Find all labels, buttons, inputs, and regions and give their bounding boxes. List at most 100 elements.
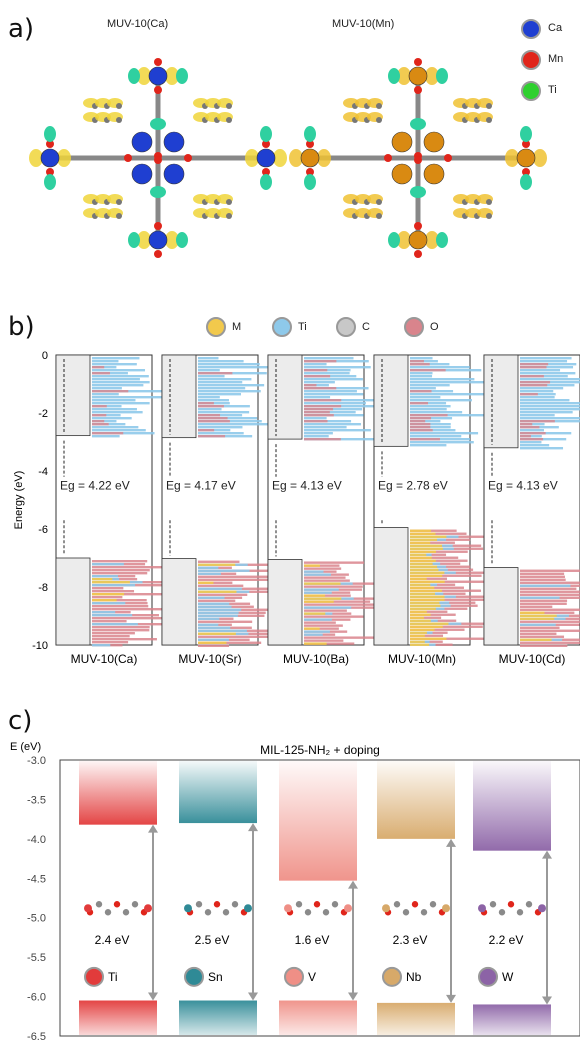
- dos-peak-o: [304, 594, 351, 597]
- oxygen-atom: [154, 58, 162, 66]
- dos-peak-o: [198, 420, 230, 423]
- molecule-atom: [393, 901, 401, 908]
- dos-peak-ti: [198, 363, 260, 366]
- isosurface-lobe: [57, 149, 71, 167]
- dos-peak-o: [304, 639, 344, 642]
- dos-peak-ti: [410, 444, 447, 447]
- dos-peak-o: [520, 363, 549, 366]
- titanium-atom: [520, 126, 532, 142]
- valence-block: [161, 558, 197, 646]
- arrow-head: [446, 994, 456, 1003]
- band-title: MIL-125-NH₂ + doping: [260, 743, 380, 757]
- dos-peak-o: [92, 372, 110, 375]
- dos-peak-ti: [410, 387, 436, 390]
- legend-c-label: C: [362, 321, 370, 333]
- dos-peak-ti: [92, 357, 140, 360]
- dos-peak-ti: [198, 596, 225, 599]
- dos-peak-ti: [304, 384, 329, 387]
- metal-atom: [423, 131, 445, 153]
- dos-peak-m: [410, 598, 445, 601]
- dos-peak-ti: [304, 630, 330, 633]
- dos-peak-m: [410, 556, 432, 559]
- dos-peak-m: [520, 638, 552, 641]
- dos-peak-ti: [92, 623, 138, 626]
- dos-peak-o: [198, 429, 215, 432]
- gap-value-label: 2.4 eV: [95, 933, 130, 947]
- structure-mn: [289, 58, 547, 258]
- dos-peak-o: [304, 576, 346, 579]
- molecule-atom: [507, 901, 515, 908]
- panel-a-label: a): [8, 14, 35, 44]
- dopant-atom: [478, 904, 486, 913]
- dos-peak-o: [92, 641, 129, 644]
- structure-title-mn: MUV-10(Mn): [332, 18, 395, 30]
- dos-peak-ti: [304, 378, 363, 381]
- molecule-atom: [489, 901, 497, 908]
- oxygen-atom: [384, 154, 392, 162]
- titanium-atom: [44, 126, 56, 142]
- dos-peak-ti: [304, 357, 354, 360]
- isosurface-lobe: [245, 149, 259, 167]
- dos-peak-ti: [92, 402, 150, 405]
- dos-peak-ti: [198, 429, 231, 432]
- legend-ti-dos-label: Ti: [298, 321, 307, 333]
- dos-peak-ti: [520, 444, 550, 447]
- isosurface-lobe: [165, 67, 179, 85]
- dos-peak-o: [92, 566, 176, 569]
- dos-peak-ti: [410, 378, 475, 381]
- dos-peak-ti: [198, 638, 229, 641]
- dos-peak-ti: [92, 360, 119, 363]
- carbon-atom: [486, 213, 492, 219]
- valence-block: [483, 567, 519, 646]
- dos-peak-m: [410, 628, 435, 631]
- dos-peak-ti: [92, 602, 126, 605]
- titanium-atom: [44, 174, 56, 190]
- dopant-atom: [382, 904, 390, 913]
- dos-peak-o: [198, 575, 281, 578]
- conduction-block: [267, 354, 303, 440]
- oxygen-atom: [154, 250, 162, 258]
- titanium-atom: [410, 186, 426, 198]
- dos-peak-ti: [410, 381, 484, 384]
- dos-chart: Energy (eV) 0 -2 -4 -6 -8 -10 Eg = 4.22 eV MUV-1…: [13, 350, 580, 666]
- dos-peak-o: [410, 417, 432, 420]
- dos-peak-ti: [198, 432, 244, 435]
- dos-peak-o: [410, 390, 432, 393]
- dos-peak-o: [304, 600, 371, 603]
- dos-peak-o: [304, 567, 342, 570]
- oxygen-atom: [522, 140, 530, 148]
- titanium-atom: [128, 232, 140, 248]
- molecule-atom: [411, 901, 419, 908]
- dopant-legend-label: Ti: [108, 970, 118, 984]
- dos-peak-ti: [520, 372, 576, 375]
- dos-peak-o: [92, 390, 129, 393]
- dos-peak-o: [304, 369, 328, 372]
- dos-peak-o: [92, 599, 147, 602]
- dos-peak-ti: [304, 618, 332, 621]
- dos-peak-o: [520, 393, 538, 396]
- dos-peak-o: [410, 586, 464, 589]
- dos-peak-o: [520, 423, 533, 426]
- metal-atom: [391, 163, 413, 185]
- dos-peak-o: [92, 432, 124, 435]
- dos-peak-ti: [92, 396, 166, 399]
- dos-peak-o: [304, 627, 339, 630]
- molecule-atom: [231, 901, 239, 908]
- dos-peak-o: [92, 405, 107, 408]
- dos-peak-o: [520, 620, 580, 623]
- dos-peak-ti: [92, 435, 120, 438]
- molecule-atom: [131, 901, 139, 908]
- dopant-legend-icon: [184, 966, 204, 987]
- dos-peak-m: [410, 625, 443, 628]
- dos-peak-ti: [520, 369, 561, 372]
- dos-category-label: MUV-10(Ba): [283, 652, 349, 666]
- valence-block: [55, 557, 91, 646]
- dos-peak-m: [410, 604, 441, 607]
- dos-peak-o: [520, 381, 551, 384]
- dos-peak-ti: [92, 644, 111, 647]
- oxygen-atom: [444, 154, 452, 162]
- carbon-atom: [116, 103, 122, 109]
- molecule-atom: [420, 909, 428, 916]
- dos-peak-o: [92, 629, 150, 632]
- dos-peak-ti: [520, 417, 580, 420]
